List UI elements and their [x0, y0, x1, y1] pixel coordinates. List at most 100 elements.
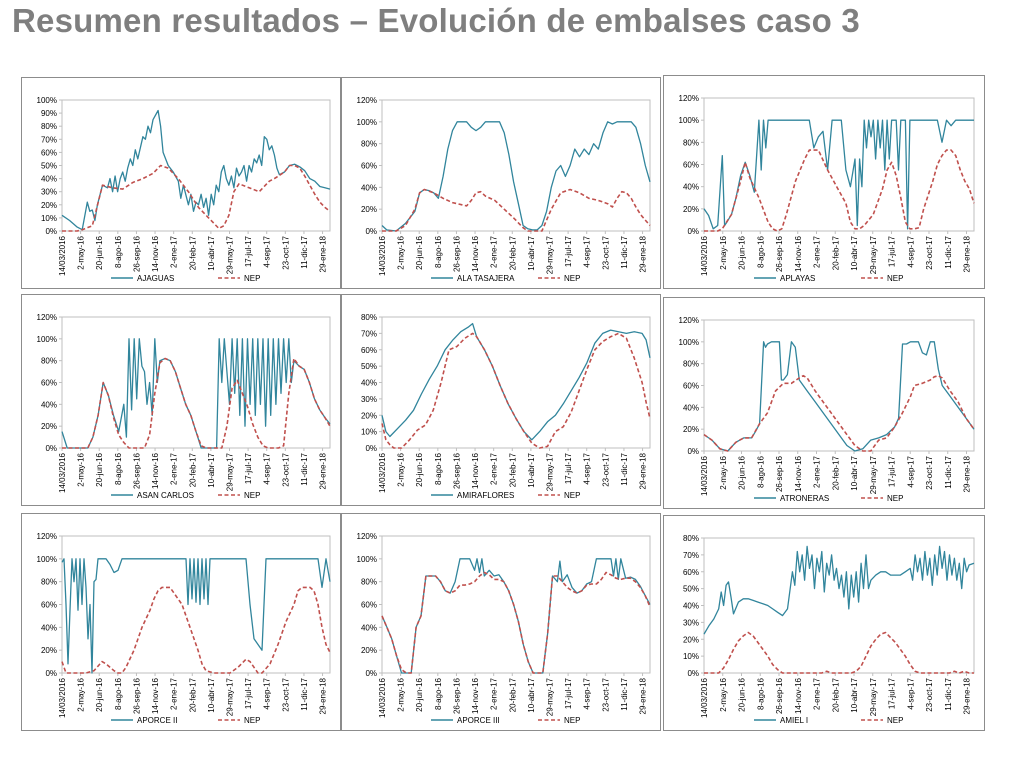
y-tick-label: 40%	[41, 175, 57, 184]
y-tick-label: 60%	[41, 379, 57, 388]
legend-label-nep: NEP	[244, 716, 260, 725]
series-line-aporce-ii	[61, 558, 331, 674]
legend-label-atroneras: ATRONERAS	[780, 494, 829, 503]
x-tick-label: 14-nov-16	[151, 452, 160, 489]
x-tick-label: 8-ago-16	[756, 235, 765, 268]
legend-label-nep: NEP	[564, 274, 580, 283]
x-tick-label: 20-jun-16	[95, 677, 104, 711]
series-line-nep	[704, 631, 974, 674]
x-tick-label: 11-dic-17	[944, 677, 953, 710]
y-tick-label: 80%	[361, 578, 377, 587]
y-tick-label: 80%	[683, 534, 699, 543]
series-line-nep	[61, 586, 331, 674]
y-tick-label: 0%	[365, 444, 377, 453]
x-tick-label: 14-nov-16	[471, 452, 480, 489]
x-tick-label: 4-sep-17	[583, 452, 592, 484]
chart-svg: 0% 20% 40% 60% 80% 100% 120% 14/03/2016 2-may-16…	[679, 94, 975, 283]
y-tick-label: 120%	[679, 94, 699, 103]
x-tick-label: 17-jul-17	[244, 235, 253, 267]
x-tick-label: 26-sep-16	[452, 235, 461, 272]
x-tick-label: 26-sep-16	[452, 677, 461, 714]
x-tick-label: 10-abr-17	[207, 452, 216, 487]
x-tick-label: 4-sep-17	[263, 677, 272, 709]
x-tick-label: 14/03/2016	[700, 235, 709, 276]
chart-svg: 0% 10% 20% 30% 40% 50% 60% 70% 80% 14/03/2016 2-ma…	[683, 534, 975, 725]
x-tick-label: 8-ago-16	[756, 455, 765, 488]
x-tick-label: 4-sep-17	[583, 677, 592, 709]
series-line-nep	[62, 164, 331, 232]
x-tick-label: 11-dic-17	[300, 452, 309, 485]
series-line-aplayas	[703, 119, 974, 230]
y-tick-label: 20%	[683, 635, 699, 644]
chart-svg: 0% 20% 40% 60% 80% 100% 120% 14/03/2016 2-may-16…	[679, 316, 975, 503]
chart-panel-aporce-iii: 0% 20% 40% 60% 80% 100% 120% 14/03/2016 2-may-16…	[341, 513, 661, 731]
y-tick-label: 20%	[41, 646, 57, 655]
x-tick-label: 29-ene-18	[319, 452, 328, 489]
y-tick-label: 60%	[41, 148, 57, 157]
chart-svg: 0% 10% 20% 30% 40% 50% 60% 70% 80% 90% 100% 14/03/2…	[37, 96, 331, 283]
x-tick-label: 26-sep-16	[132, 235, 141, 272]
y-tick-label: 60%	[41, 601, 57, 610]
series-line-amiel-i	[703, 545, 975, 635]
x-tick-label: 10-abr-17	[527, 235, 536, 270]
x-tick-label: 20-jun-16	[95, 452, 104, 486]
x-tick-label: 8-ago-16	[114, 452, 123, 485]
x-tick-label: 29-ene-18	[963, 235, 972, 272]
x-tick-label: 8-ago-16	[434, 235, 443, 268]
x-tick-label: 17-jul-17	[564, 452, 573, 484]
x-tick-label: 10-abr-17	[850, 235, 859, 270]
x-tick-label: 20-feb-17	[188, 452, 197, 487]
legend-label-nep: NEP	[564, 491, 580, 500]
legend-label-nep: NEP	[244, 274, 260, 283]
chart-panel-aplayas: 0% 20% 40% 60% 80% 100% 120% 14/03/2016 2-may-16…	[663, 75, 985, 289]
y-tick-label: 50%	[361, 362, 377, 371]
x-tick-label: 26-sep-16	[132, 677, 141, 714]
slide-title: Resumen resultados – Evolución de embals…	[12, 2, 860, 39]
x-tick-label: 23-oct-17	[281, 677, 290, 711]
legend-label-asan-carlos: ASAN CARLOS	[137, 491, 194, 500]
series-line-nep	[382, 188, 651, 232]
x-tick-label: 26-sep-16	[775, 235, 784, 272]
x-tick-label: 20-feb-17	[508, 235, 517, 270]
chart-svg: 0% 20% 40% 60% 80% 100% 120% 14/03/2016 2-may-16…	[37, 532, 331, 725]
x-tick-label: 8-ago-16	[434, 677, 443, 710]
x-tick-label: 20-feb-17	[508, 452, 517, 487]
x-tick-label: 14/03/2016	[58, 235, 67, 276]
x-tick-label: 14/03/2016	[58, 677, 67, 718]
x-tick-label: 20-feb-17	[508, 677, 517, 712]
x-tick-label: 14-nov-16	[471, 677, 480, 714]
x-tick-label: 4-sep-17	[263, 452, 272, 484]
x-tick-label: 17-jul-17	[244, 677, 253, 709]
x-tick-label: 29-may-17	[869, 677, 878, 716]
y-tick-label: 0%	[45, 227, 57, 236]
legend-label-nep: NEP	[887, 494, 903, 503]
x-tick-label: 4-sep-17	[583, 235, 592, 267]
chart-panel-aporce-ii: 0% 20% 40% 60% 80% 100% 120% 14/03/2016 2-may-16…	[21, 513, 341, 731]
y-tick-label: 0%	[687, 669, 699, 678]
x-tick-label: 11-dic-17	[620, 235, 629, 268]
x-tick-label: 2-ene-17	[490, 235, 499, 268]
y-tick-label: 40%	[683, 403, 699, 412]
chart-svg: 0% 20% 40% 60% 80% 100% 120% 14/03/2016 2-may-16…	[357, 532, 651, 725]
x-tick-label: 2-may-16	[397, 452, 406, 486]
x-tick-label: 11-dic-17	[620, 452, 629, 485]
series-line-nep	[62, 357, 331, 449]
x-tick-label: 14/03/2016	[700, 455, 709, 496]
y-tick-label: 120%	[357, 96, 377, 105]
y-tick-label: 30%	[683, 618, 699, 627]
legend-label-amiraflores: AMIRAFLORES	[457, 491, 514, 500]
y-tick-label: 80%	[41, 122, 57, 131]
x-tick-label: 29-ene-18	[319, 235, 328, 272]
plot-area	[703, 319, 975, 452]
legend-label-ala-tasajera: ALA TASAJERA	[457, 274, 515, 283]
x-tick-label: 2-ene-17	[490, 677, 499, 710]
x-tick-label: 20-feb-17	[188, 235, 197, 270]
y-tick-label: 0%	[45, 444, 57, 453]
legend-label-aporce-iii: APORCE III	[457, 716, 500, 725]
x-tick-label: 14-nov-16	[794, 677, 803, 714]
x-tick-label: 10-abr-17	[527, 452, 536, 487]
x-tick-label: 23-oct-17	[925, 455, 934, 489]
legend-label-nep: NEP	[887, 274, 903, 283]
x-tick-label: 2-ene-17	[170, 235, 179, 268]
